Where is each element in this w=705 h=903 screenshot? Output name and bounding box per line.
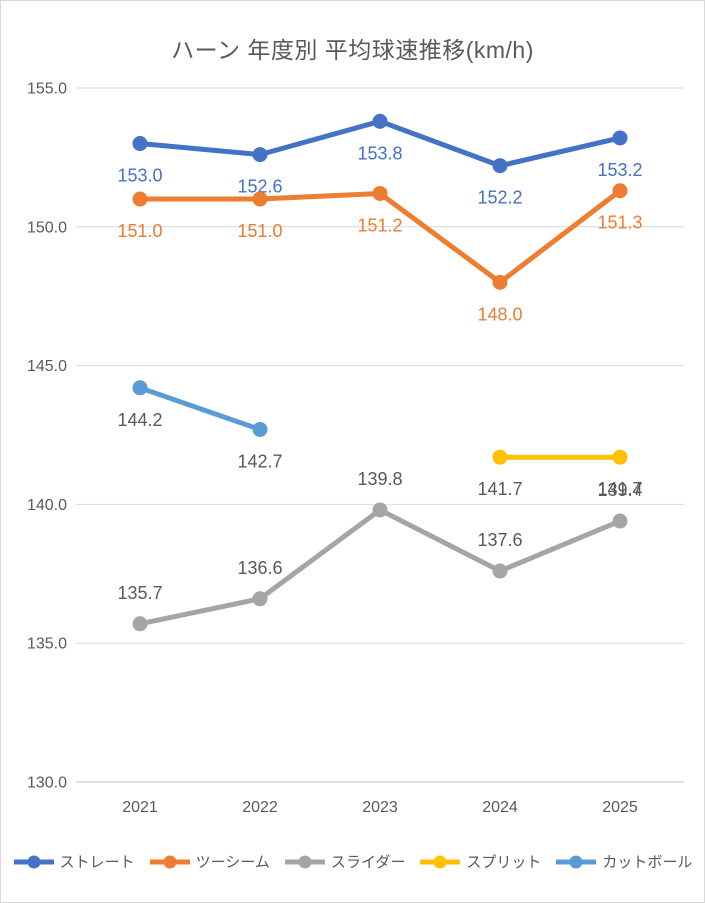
legend-marker-split-icon [420, 855, 461, 868]
data-label-straight: 152.6 [237, 177, 282, 197]
data-point-two-seam [612, 183, 628, 199]
data-point-two-seam [492, 274, 508, 290]
data-label-two-seam: 151.2 [357, 215, 402, 235]
data-point-straight [612, 130, 628, 146]
data-label-slider: 139.8 [357, 469, 402, 489]
legend-marker-cutter-icon [556, 855, 597, 868]
y-axis-tick-label: 130.0 [27, 775, 67, 792]
x-axis-tick-label: 2024 [482, 799, 518, 816]
data-label-slider: 136.6 [237, 558, 282, 578]
legend-label-slider: スライダー [330, 854, 406, 871]
data-point-slider [252, 591, 268, 607]
y-axis-tick-label: 155.0 [27, 81, 67, 98]
series-line-two-seam [137, 188, 623, 285]
x-axis-tick-label: 2025 [602, 799, 638, 816]
series-line-slider [137, 507, 623, 627]
data-point-two-seam [252, 191, 268, 207]
data-label-cutter: 142.7 [237, 451, 282, 471]
y-axis-tick-label: 145.0 [27, 358, 67, 375]
data-label-straight: 153.8 [357, 143, 402, 163]
data-point-straight [252, 147, 268, 163]
data-point-two-seam [132, 191, 148, 207]
data-label-slider: 139.4 [597, 480, 642, 500]
data-point-slider [132, 616, 148, 632]
y-axis-tick-label: 140.0 [27, 497, 67, 514]
legend-label-split: スプリット [466, 854, 542, 871]
x-axis-tick-label: 2023 [362, 799, 398, 816]
data-point-straight [132, 136, 148, 152]
legend-label-straight: ストレート [59, 854, 135, 871]
data-label-two-seam: 151.0 [237, 221, 282, 241]
data-label-straight: 153.0 [117, 166, 162, 186]
legend-item-cutter: カットボール [555, 851, 692, 872]
legend-marker-straight-icon [13, 855, 54, 868]
data-point-split [612, 449, 628, 465]
y-axis-tick-label: 150.0 [27, 219, 67, 236]
data-point-cutter [132, 380, 148, 396]
legend-label-cutter: カットボール [602, 854, 693, 871]
legend-marker-slider-icon [284, 855, 325, 868]
data-point-split [492, 449, 508, 465]
data-point-slider [612, 513, 628, 529]
legend-label-two-seam: ツーシーム [195, 854, 270, 871]
data-label-straight: 152.2 [477, 188, 522, 208]
data-label-split: 141.7 [597, 479, 642, 499]
data-point-two-seam [372, 185, 388, 201]
data-label-two-seam: 148.0 [477, 304, 522, 324]
data-point-straight [372, 113, 388, 129]
chart-title: ハーン 年度別 平均球速推移(km/h) [171, 37, 534, 63]
x-axis-tick-label: 2021 [122, 799, 158, 816]
data-label-slider: 137.6 [477, 530, 522, 550]
data-label-split: 141.7 [477, 479, 522, 499]
data-point-slider [372, 502, 388, 518]
chart-svg: 155.0 150.0 145.0 140.0 135.0 130.0 2021 2022 20… [27, 81, 684, 816]
legend-marker-two-seam-icon [149, 855, 190, 868]
data-label-two-seam: 151.0 [117, 221, 162, 241]
data-point-straight [492, 158, 508, 174]
data-label-cutter: 144.2 [117, 410, 162, 430]
data-label-two-seam: 151.3 [597, 213, 642, 233]
legend-item-two-seam: ツーシーム [149, 851, 270, 872]
legend-item-straight: ストレート [13, 851, 135, 872]
data-point-cutter [252, 421, 268, 437]
chart-legend: ストレート ツーシーム スライダー スプリット カットボール [1, 851, 704, 872]
series-line-cutter [137, 385, 263, 432]
legend-item-split: スプリット [419, 851, 541, 872]
legend-item-slider: スライダー [284, 851, 405, 872]
y-axis-tick-label: 135.0 [27, 636, 67, 653]
data-label-slider: 135.7 [117, 583, 162, 603]
x-axis-tick-label: 2022 [242, 799, 278, 816]
data-label-straight: 153.2 [597, 160, 642, 180]
data-point-slider [492, 563, 508, 579]
